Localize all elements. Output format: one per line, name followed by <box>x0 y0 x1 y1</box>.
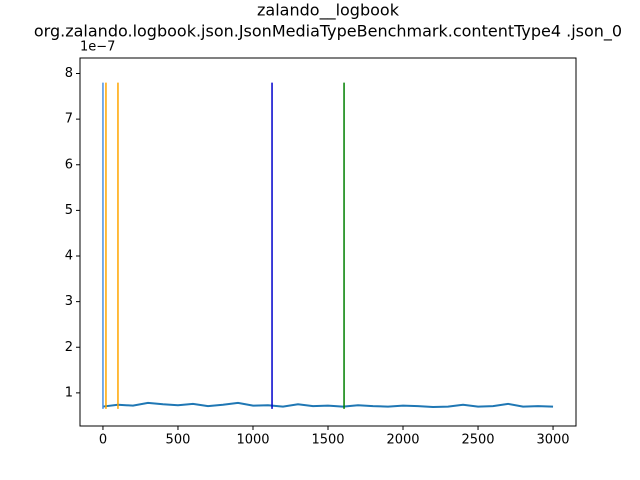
y-tick-label: 5 <box>65 203 73 218</box>
y-tick-label: 3 <box>65 294 73 309</box>
x-tick-label: 1500 <box>311 433 344 448</box>
x-tick-label: 1000 <box>236 433 269 448</box>
y-tick-label: 8 <box>65 66 73 81</box>
x-tick-label: 2500 <box>461 433 494 448</box>
y-tick-label: 4 <box>65 249 73 264</box>
chart-subtitle: org.zalando.logbook.json.JsonMediaTypeBe… <box>34 22 622 42</box>
y-tick-label: 7 <box>65 112 73 127</box>
x-tick-label: 500 <box>166 433 191 448</box>
data-line <box>102 401 554 409</box>
y-tick-label: 6 <box>65 157 73 172</box>
chart-title: zalando__logbook <box>257 1 400 21</box>
x-tick-label: 3000 <box>536 433 569 448</box>
plot-frame <box>79 57 577 427</box>
y-tick-label: 2 <box>65 340 73 355</box>
x-tick-label: 0 <box>99 433 107 448</box>
y-offset-label: 1e−7 <box>80 40 115 55</box>
x-tick-label: 2000 <box>386 433 419 448</box>
y-tick-label: 1 <box>65 385 73 400</box>
